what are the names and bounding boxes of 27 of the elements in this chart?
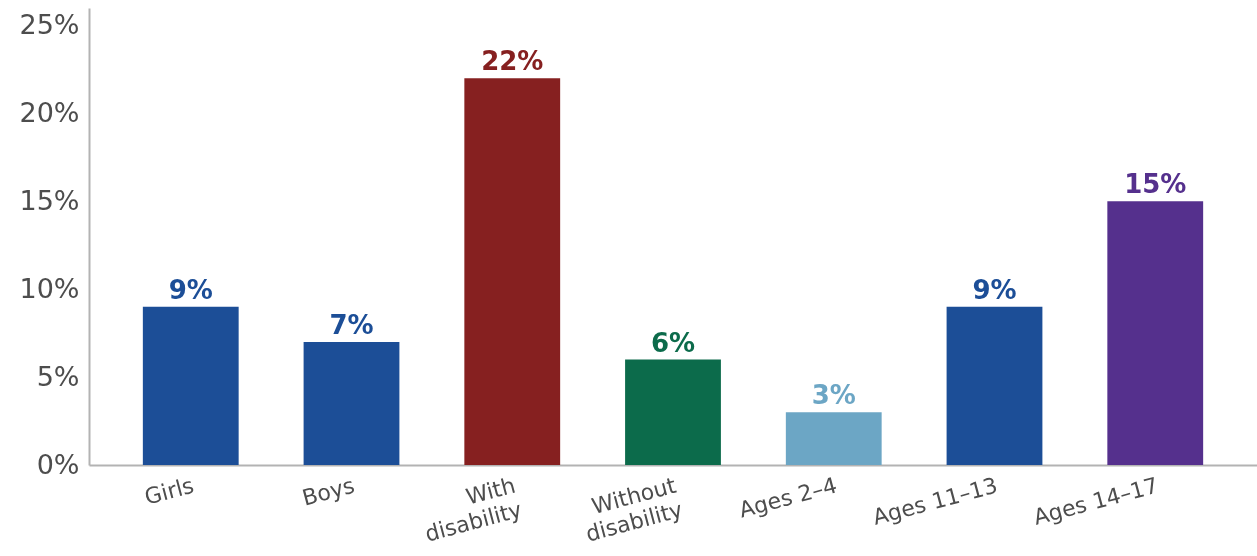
- data-label: 7%: [329, 309, 374, 340]
- x-tick-label: Boys: [299, 472, 358, 511]
- data-label: 9%: [972, 274, 1017, 305]
- bar: [303, 341, 400, 465]
- x-tick-label: Ages 11–13: [870, 472, 1001, 530]
- x-tick-label: Girls: [141, 472, 197, 510]
- bar: [625, 359, 721, 465]
- bar: [142, 306, 239, 465]
- bar: [1107, 201, 1204, 465]
- data-label: 9%: [168, 274, 213, 305]
- bar: [946, 306, 1043, 465]
- bar: [464, 78, 561, 465]
- y-tick-label: 0%: [36, 448, 80, 480]
- y-tick-label: 15%: [19, 184, 80, 216]
- y-tick-label: 5%: [36, 360, 80, 392]
- x-tick-label: Ages 2–4: [736, 472, 840, 523]
- data-label: 15%: [1124, 169, 1187, 200]
- bar: [785, 412, 882, 465]
- data-label: 6%: [650, 327, 696, 358]
- y-tick-label: 10%: [19, 272, 80, 304]
- x-tick-label: Without disability: [583, 472, 686, 547]
- y-tick-label: 20%: [19, 96, 80, 128]
- y-tick-label: 25%: [19, 9, 80, 41]
- data-label: 22%: [481, 46, 544, 77]
- data-label: 3%: [811, 380, 856, 411]
- x-tick-label: With disability: [422, 472, 525, 547]
- x-tick-label: Ages 14–17: [1030, 472, 1161, 530]
